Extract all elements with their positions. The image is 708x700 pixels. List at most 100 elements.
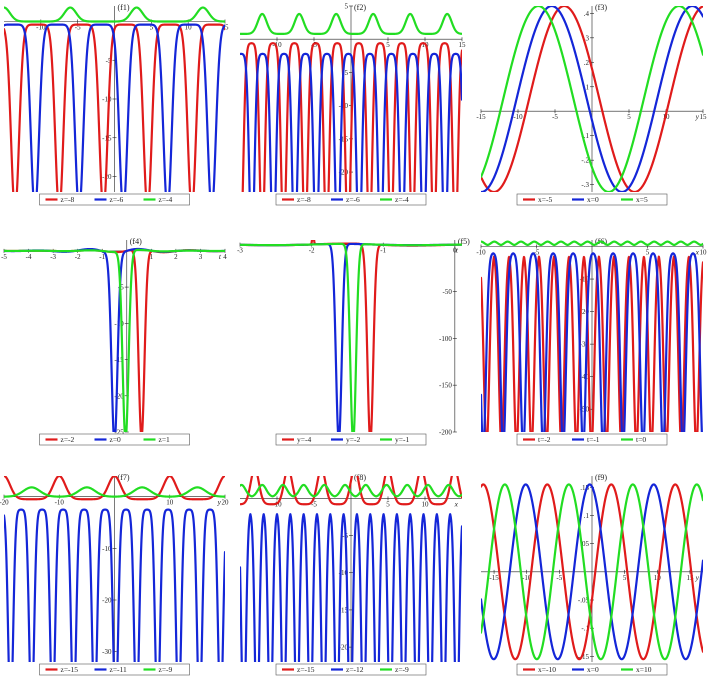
series-line-t=-1 <box>481 252 703 432</box>
legend-label: t=0 <box>636 435 646 444</box>
y-tick-label: -15 <box>114 356 124 364</box>
legend-label: z=-8 <box>297 195 311 204</box>
series-line-x=-10 <box>481 483 703 661</box>
y-tick-label: .3 <box>584 34 590 42</box>
panel-f9: -15 -10 -5 5 10 15.15.1.05-.05-.1-.15(f9)yx=-… <box>481 473 703 676</box>
x-tick-label: 5 <box>627 113 631 121</box>
x-tick-label: 1 <box>150 253 154 261</box>
legend-label: x=-10 <box>538 665 556 674</box>
x-axis-label: y <box>695 112 700 121</box>
y-tick-label: -.1 <box>581 625 589 633</box>
y-tick-label: -10 <box>102 545 112 553</box>
series-line-z=-15 <box>4 476 225 501</box>
legend: z=-15 z=-12 z=-9 <box>275 663 427 676</box>
y-tick-label: 5 <box>345 3 349 11</box>
panel-f5: -3 -2 -1 0 -50 -100 -150 -200 (f5)t y=-4 y=-2 y=-1 <box>237 237 470 446</box>
legend-label: y=-4 <box>297 435 311 444</box>
x-tick-label: 20 <box>222 499 230 507</box>
series-line-z=-8 <box>241 42 462 192</box>
x-tick-label: -10 <box>522 574 532 582</box>
y-tick-label: -25 <box>114 429 124 437</box>
legend-label: z=-11 <box>110 665 128 674</box>
panel-f4: -5 -4 -3 -2 -1 1 2 3 4-5-10-15-20-25(f4)tz=-2 z=0… <box>1 237 227 446</box>
x-tick-label: -2 <box>75 253 81 261</box>
legend-label: z=-9 <box>159 665 173 674</box>
series-line-x=10 <box>481 483 703 661</box>
legend-label: x=5 <box>636 195 648 204</box>
legend-label: x=0 <box>587 665 599 674</box>
series-line-z=-9 <box>240 483 462 498</box>
y-tick-label: -5 <box>342 69 348 77</box>
legend-label: y=-1 <box>395 435 409 444</box>
series-line-z=1 <box>4 248 225 432</box>
x-tick-label: -5 <box>552 113 558 121</box>
series-line-z=-9 <box>4 486 225 498</box>
x-tick-label: 5 <box>386 500 390 508</box>
x-tick-label: 10 <box>700 249 708 257</box>
series-line-z=-4 <box>4 6 225 23</box>
legend-label: z=-9 <box>395 665 409 674</box>
y-tick-label: -.1 <box>581 132 589 140</box>
x-tick-label: 10 <box>185 24 193 32</box>
y-tick-label: -15 <box>339 606 349 614</box>
panel-title: (f8) <box>354 473 366 482</box>
legend: x=-5 x=0 x=5 <box>516 193 668 206</box>
legend-label: t=-2 <box>538 435 551 444</box>
x-tick-label: 15 <box>686 574 694 582</box>
legend-label: z=-15 <box>297 665 315 674</box>
y-tick-label: -.15 <box>578 653 590 661</box>
y-tick-label: -20 <box>580 308 590 316</box>
x-tick-label: -10 <box>476 249 486 257</box>
legend: y=-4 y=-2 y=-1 <box>275 433 427 446</box>
y-tick-label: -15 <box>339 135 349 143</box>
x-tick-label: 3 <box>199 253 203 261</box>
panel-title: (f3) <box>595 3 607 12</box>
x-tick-label: 10 <box>422 500 430 508</box>
panel-title: (f1) <box>118 3 130 12</box>
series-line-x=0 <box>481 6 703 192</box>
panel-title: (f7) <box>118 473 130 482</box>
legend-label: y=-2 <box>346 435 360 444</box>
x-axis-label: t <box>456 246 459 255</box>
series-line-x=5 <box>481 6 703 192</box>
series-line-z=-8 <box>4 23 225 192</box>
y-tick-label: .1 <box>584 512 590 520</box>
legend: z=-8 z=-6 z=-4 <box>275 193 427 206</box>
legend: z=-15 z=-11 z=-9 <box>39 663 190 676</box>
y-tick-label: -50 <box>442 288 452 296</box>
x-tick-label: -3 <box>50 253 56 261</box>
x-axis-label: x <box>695 248 700 257</box>
x-tick-label: -10 <box>55 499 65 507</box>
y-tick-label: -20 <box>114 392 124 400</box>
series-line-z=-15 <box>240 476 462 506</box>
x-tick-label: -3 <box>237 247 243 255</box>
series-line-z=-4 <box>240 12 462 35</box>
x-tick-label: -5 <box>75 24 81 32</box>
panel-title: (f2) <box>354 3 366 12</box>
y-tick-label: -20 <box>339 644 349 652</box>
x-tick-label: 10 <box>166 499 174 507</box>
legend-label: z=-15 <box>61 665 79 674</box>
legend-label: x=-5 <box>538 195 552 204</box>
x-tick-label: -15 <box>489 574 499 582</box>
series-line-x=0 <box>481 483 703 661</box>
x-tick-label: -1 <box>99 253 105 261</box>
x-tick-label: 5 <box>150 24 154 32</box>
series-line-t=-2 <box>481 255 703 432</box>
series-line-z=-11 <box>4 508 225 662</box>
y-tick-label: .2 <box>584 59 590 67</box>
panel-f1: -10 -5 5 10 15-5-10-15-20(f1)z=-8 z=-6 z=-4 <box>4 3 229 206</box>
x-tick-label: -10 <box>513 113 523 121</box>
legend-label: z=0 <box>110 435 122 444</box>
y-tick-label: -10 <box>580 276 590 284</box>
y-tick-label: -150 <box>439 382 452 390</box>
series-line-z=-6 <box>4 23 225 192</box>
legend-label: z=-4 <box>159 195 173 204</box>
x-tick-label: -5 <box>1 253 7 261</box>
panel-f6: -10 -5 5 10-10-20-30-40-50(f6)xt=-2 t=-1 t=0 <box>476 237 708 446</box>
y-tick-label: -.05 <box>578 597 590 605</box>
x-tick-label: -15 <box>476 113 486 121</box>
legend: t=-2 t=-1 t=0 <box>516 433 668 446</box>
series-line-z=-2 <box>4 249 225 432</box>
